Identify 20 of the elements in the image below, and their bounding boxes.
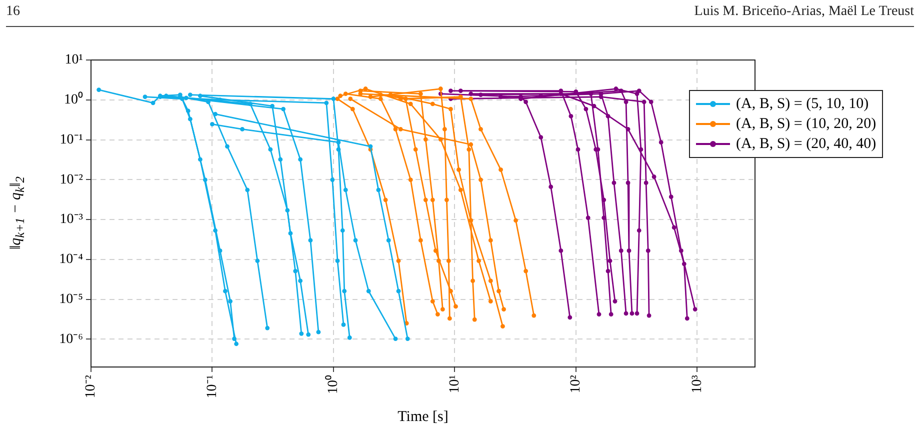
x-tick-label: 10³ [690, 375, 705, 394]
x-axis-title: Time [s] [398, 408, 448, 425]
y-tick-label: 10⁻² [60, 172, 83, 188]
y-tick-label: 10¹ [64, 52, 83, 68]
y-tick-label: 10⁻⁵ [59, 292, 84, 307]
text: Luis M. Briceño-Arias, Maël Le Treust [694, 4, 914, 20]
x-tick-label: 10¹ [447, 375, 462, 394]
y-tick-label: 10⁻³ [60, 212, 83, 228]
x-tick-label: 10⁻² [84, 375, 99, 398]
legend-label: (A, B, S) = (5, 10, 10) [736, 96, 869, 112]
x-tick-label: 10⁻¹ [204, 375, 220, 398]
text: 16 [6, 4, 20, 20]
y-tick-label: 10⁻⁴ [59, 252, 84, 268]
y-tick-label: 10⁻¹ [60, 132, 83, 148]
x-tick-label: 10² [568, 375, 584, 394]
y-tick-label: 10⁰ [64, 92, 83, 108]
x-tick-label: 10⁰ [325, 375, 342, 394]
legend-label: (A, B, S) = (10, 20, 20) [736, 116, 876, 132]
legend-label: (A, B, S) = (20, 40, 40) [736, 136, 876, 152]
y-tick-label: 10⁻⁶ [59, 332, 84, 347]
